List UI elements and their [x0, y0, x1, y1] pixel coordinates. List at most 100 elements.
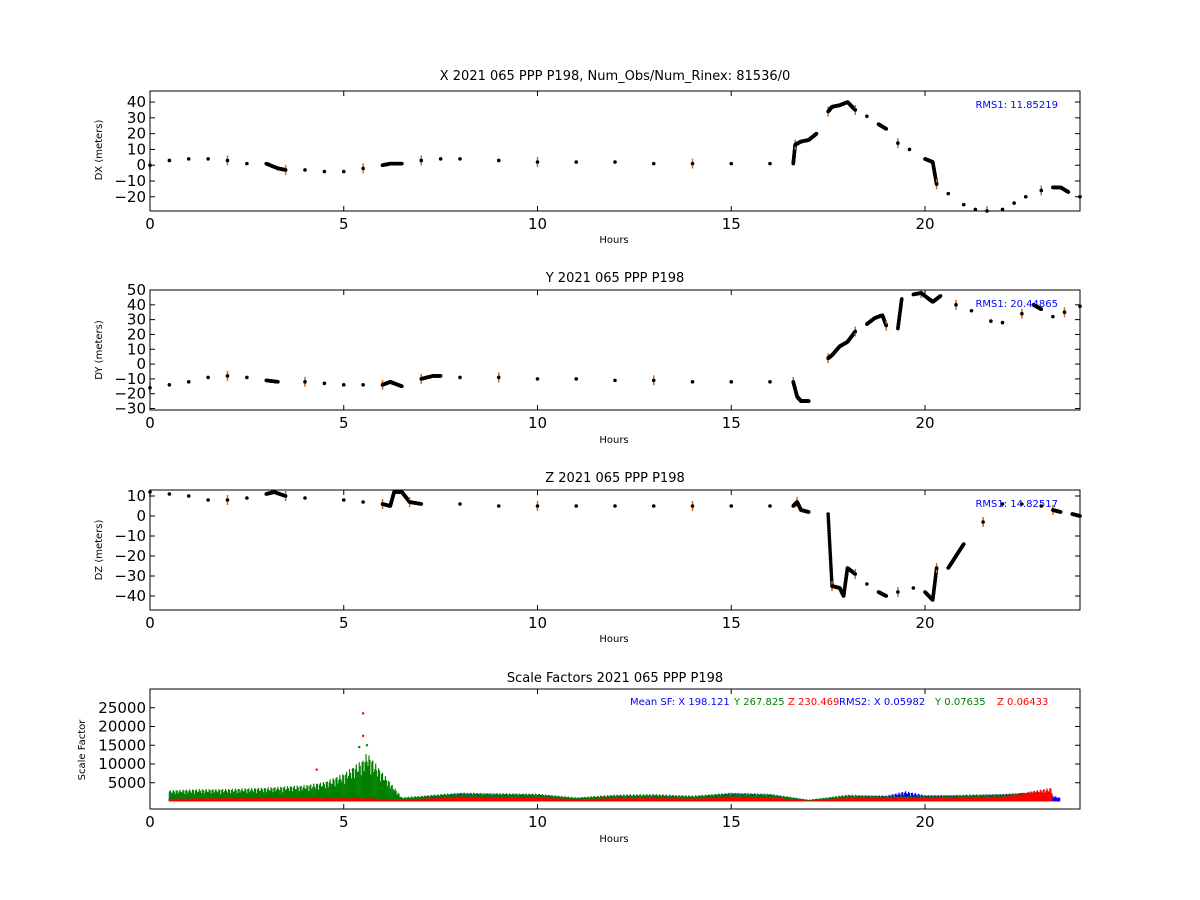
y-tick-label: 0	[136, 355, 146, 373]
data-point	[438, 157, 443, 161]
data-point	[934, 182, 939, 186]
x-tick-label: 5	[339, 215, 349, 233]
y-tick-label: −20	[114, 188, 146, 206]
x-tick-label: 20	[915, 215, 934, 233]
data-point	[1066, 190, 1071, 194]
y-tick-label: −40	[114, 587, 146, 605]
data-point	[1020, 311, 1024, 316]
data-point	[206, 375, 210, 380]
x-tick-label: 5	[339, 614, 349, 632]
x-tick-label: 10	[528, 614, 547, 632]
panel-dz: Z 2021 065 PPP P198 Hours DZ (meters) RM…	[94, 471, 1082, 645]
y-tick-label: 50	[127, 281, 146, 299]
panel-dz-plot: 0 5 10 15 20 −40 −30 −20 −10 0 10	[114, 487, 1082, 632]
data-point	[690, 380, 695, 384]
data-marks	[148, 290, 1082, 403]
data-point	[186, 157, 191, 161]
x-tick-label: 5	[339, 813, 349, 831]
data-point	[303, 496, 307, 500]
data-point	[245, 375, 249, 380]
x-tick-label: 20	[915, 614, 934, 632]
data-point	[613, 504, 617, 508]
data-point	[1012, 201, 1016, 205]
x-tick-label: 0	[145, 614, 155, 632]
data-point	[322, 381, 327, 386]
outlier-point	[315, 768, 318, 771]
y-tick-label: −10	[114, 527, 146, 545]
x-tick-label: 0	[145, 813, 155, 831]
data-point	[276, 380, 280, 384]
outlier-point	[358, 745, 361, 749]
data-point	[1039, 504, 1044, 508]
data-point	[768, 504, 772, 508]
y-tick-label: −20	[114, 385, 146, 403]
data-point	[896, 590, 900, 594]
data-point	[989, 319, 993, 323]
data-point	[283, 168, 288, 172]
data-point	[400, 384, 404, 389]
panel-dy-ylabel: DY (meters)	[94, 320, 105, 380]
panel-sf-title: Scale Factors 2021 065 PPP P198	[507, 671, 723, 686]
data-point	[361, 500, 365, 504]
data-point	[1023, 194, 1028, 199]
data-point	[651, 504, 656, 508]
x-tick-label: 5	[339, 414, 349, 432]
data-point	[884, 594, 889, 598]
data-point	[225, 374, 230, 378]
plot-frame	[149, 90, 1081, 212]
x-tick-label: 10	[528, 813, 547, 831]
panel-dz-title: Z 2021 065 PPP P198	[545, 471, 685, 486]
data-point	[1062, 310, 1067, 315]
rms2-y-label: Y 0.07635	[934, 697, 986, 708]
panel-dx-rms-label: RMS1: 11.85219	[975, 100, 1058, 111]
panel-dz-ylabel: DZ (meters)	[94, 519, 105, 580]
panel-dy-title: Y 2021 065 PPP P198	[545, 271, 685, 286]
y-tick-label: 15000	[98, 736, 146, 754]
y-tick-label: 5000	[108, 774, 146, 792]
data-point	[535, 377, 540, 381]
x-tick-label: 15	[722, 614, 741, 632]
data-point	[535, 160, 540, 164]
data-point	[768, 380, 772, 384]
data-point	[865, 582, 869, 586]
data-point	[899, 297, 904, 301]
y-tick-label: 30	[127, 109, 146, 127]
panel-dz-xlabel: Hours	[599, 634, 628, 645]
data-point	[1039, 188, 1044, 193]
x-tick-label: 20	[915, 414, 934, 432]
x-tick-label: 10	[528, 215, 547, 233]
y-tick-label: 10	[127, 140, 146, 158]
plot-frame	[149, 289, 1081, 411]
data-point	[896, 141, 900, 145]
data-point	[884, 323, 889, 328]
data-point	[1000, 320, 1005, 325]
data-point	[419, 158, 424, 163]
y-tick-label: 10000	[98, 755, 146, 773]
x-tick-label: 20	[915, 813, 934, 831]
y-tick-label: −10	[114, 370, 146, 388]
data-point	[1000, 207, 1005, 212]
x-tick-label: 10	[528, 414, 547, 432]
data-point	[206, 157, 210, 161]
data-point	[938, 294, 943, 298]
y-tick-label: −20	[114, 547, 146, 565]
data-point	[303, 168, 307, 172]
data-point	[167, 492, 172, 496]
data-point	[361, 383, 365, 387]
data-point	[458, 157, 462, 161]
data-point	[225, 498, 230, 502]
data-point	[729, 380, 734, 384]
panel-sf-ylabel: Scale Factor	[77, 719, 88, 781]
data-point	[186, 380, 191, 384]
rms2-x-label: RMS2: X 0.05982	[839, 697, 925, 708]
data-point	[969, 308, 974, 313]
panel-dx-ylabel: DX (meters)	[94, 119, 105, 180]
mean-sf-z-label: Z 230.469	[788, 697, 839, 708]
data-point	[458, 502, 462, 506]
rms2-z-label: Z 0.06433	[997, 697, 1048, 708]
panel-sf-legend: Mean SF: X 198.121 Y 267.825 Z 230.469 R…	[630, 697, 1048, 708]
y-tick-label: −30	[114, 400, 146, 418]
data-point	[341, 498, 346, 502]
y-tick-label: 10	[127, 340, 146, 358]
